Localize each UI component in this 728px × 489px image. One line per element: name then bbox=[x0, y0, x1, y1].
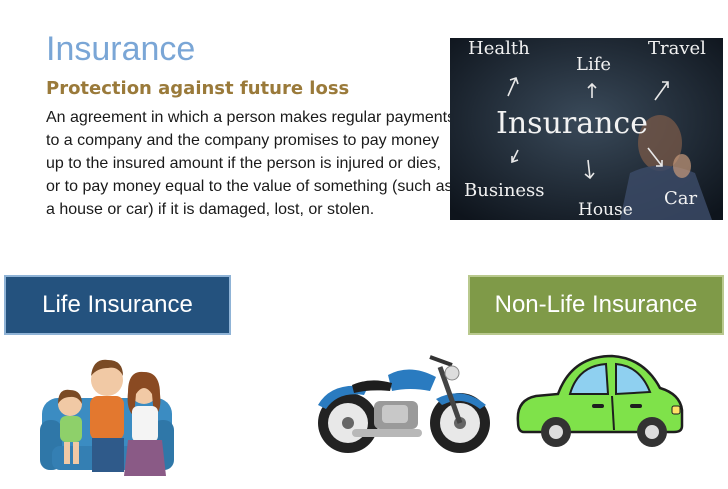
photo-word-car: Car bbox=[664, 188, 698, 209]
photo-word-house: House bbox=[578, 200, 633, 220]
car-illustration bbox=[516, 354, 684, 447]
photo-word-health: Health bbox=[468, 38, 530, 59]
photo-word-business: Business bbox=[464, 180, 545, 201]
photo-word-travel: Travel bbox=[648, 38, 706, 59]
non-life-insurance-button[interactable]: Non-Life Insurance bbox=[468, 275, 724, 335]
chalkboard-background bbox=[450, 38, 723, 220]
family-illustration bbox=[40, 359, 174, 476]
subtitle: Protection against future loss bbox=[46, 78, 350, 99]
page-title: Insurance bbox=[46, 30, 196, 68]
definition-text: An agreement in which a person makes reg… bbox=[46, 109, 456, 218]
chalkboard-photo: Health Life Travel Insurance Business Ho… bbox=[450, 38, 723, 220]
life-insurance-button[interactable]: Life Insurance bbox=[4, 275, 231, 335]
motorcycle-illustration bbox=[318, 355, 490, 453]
photo-word-insurance: Insurance bbox=[496, 106, 648, 141]
photo-word-life: Life bbox=[576, 54, 612, 75]
